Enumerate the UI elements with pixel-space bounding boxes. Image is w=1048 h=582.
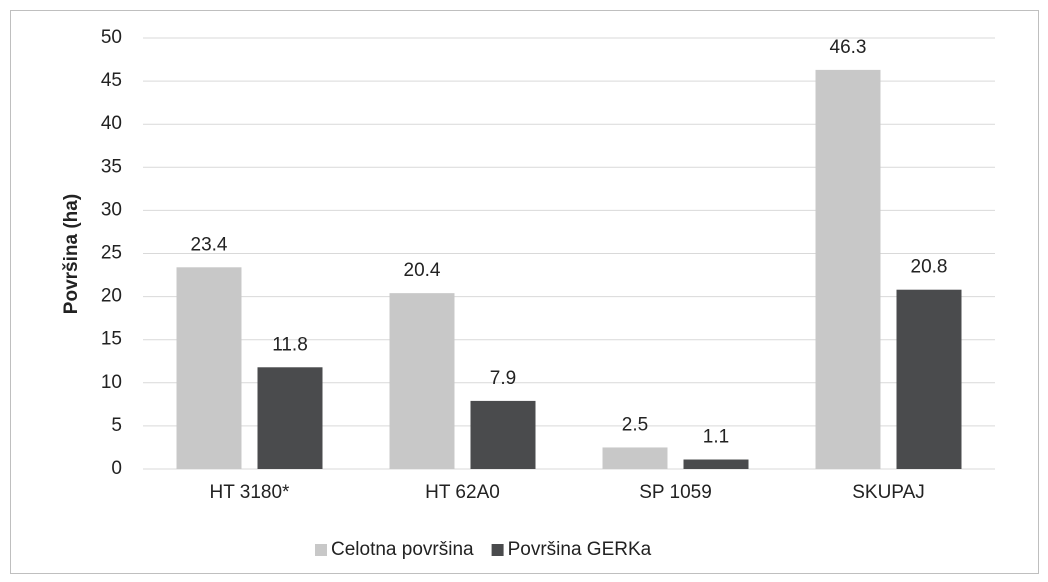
legend-swatch: [491, 544, 504, 556]
value-label: 2.5: [622, 414, 648, 435]
bar: [815, 69, 881, 470]
y-tick-label: 5: [111, 415, 122, 436]
bar: [470, 400, 536, 469]
y-tick-label: 0: [111, 458, 122, 479]
bar: [389, 293, 455, 469]
y-tick-label: 10: [101, 372, 122, 393]
value-label: 1.1: [703, 427, 729, 448]
bar: [257, 367, 323, 469]
x-tick-label: HT 62A0: [425, 482, 500, 503]
value-label: 20.8: [911, 257, 948, 278]
value-label: 7.9: [490, 368, 516, 389]
y-tick-label: 20: [101, 286, 122, 307]
bar: [896, 289, 962, 469]
x-tick-label: HT 3180*: [210, 482, 291, 503]
bar: [683, 459, 749, 469]
value-label: 11.8: [272, 334, 308, 355]
value-label: 46.3: [830, 37, 867, 58]
y-tick-label: 30: [101, 199, 122, 220]
value-label: 23.4: [191, 234, 228, 255]
y-tick-label: 50: [101, 27, 122, 48]
y-tick-label: 25: [101, 243, 122, 264]
value-label: 20.4: [404, 260, 441, 281]
x-tick-label: SP 1059: [639, 482, 712, 503]
legend-label: Celotna površina: [331, 539, 474, 560]
y-tick-label: 35: [101, 156, 122, 177]
x-tick-label: SKUPAJ: [852, 482, 925, 503]
bar: [602, 447, 668, 469]
y-tick-label: 40: [101, 113, 122, 134]
y-tick-label: 15: [101, 329, 122, 350]
y-tick-label: 45: [101, 70, 122, 91]
legend-label: Površina GERKa: [508, 539, 652, 560]
y-axis-label: Površina (ha): [61, 194, 82, 314]
bar: [176, 267, 242, 469]
legend-swatch: [315, 544, 327, 556]
